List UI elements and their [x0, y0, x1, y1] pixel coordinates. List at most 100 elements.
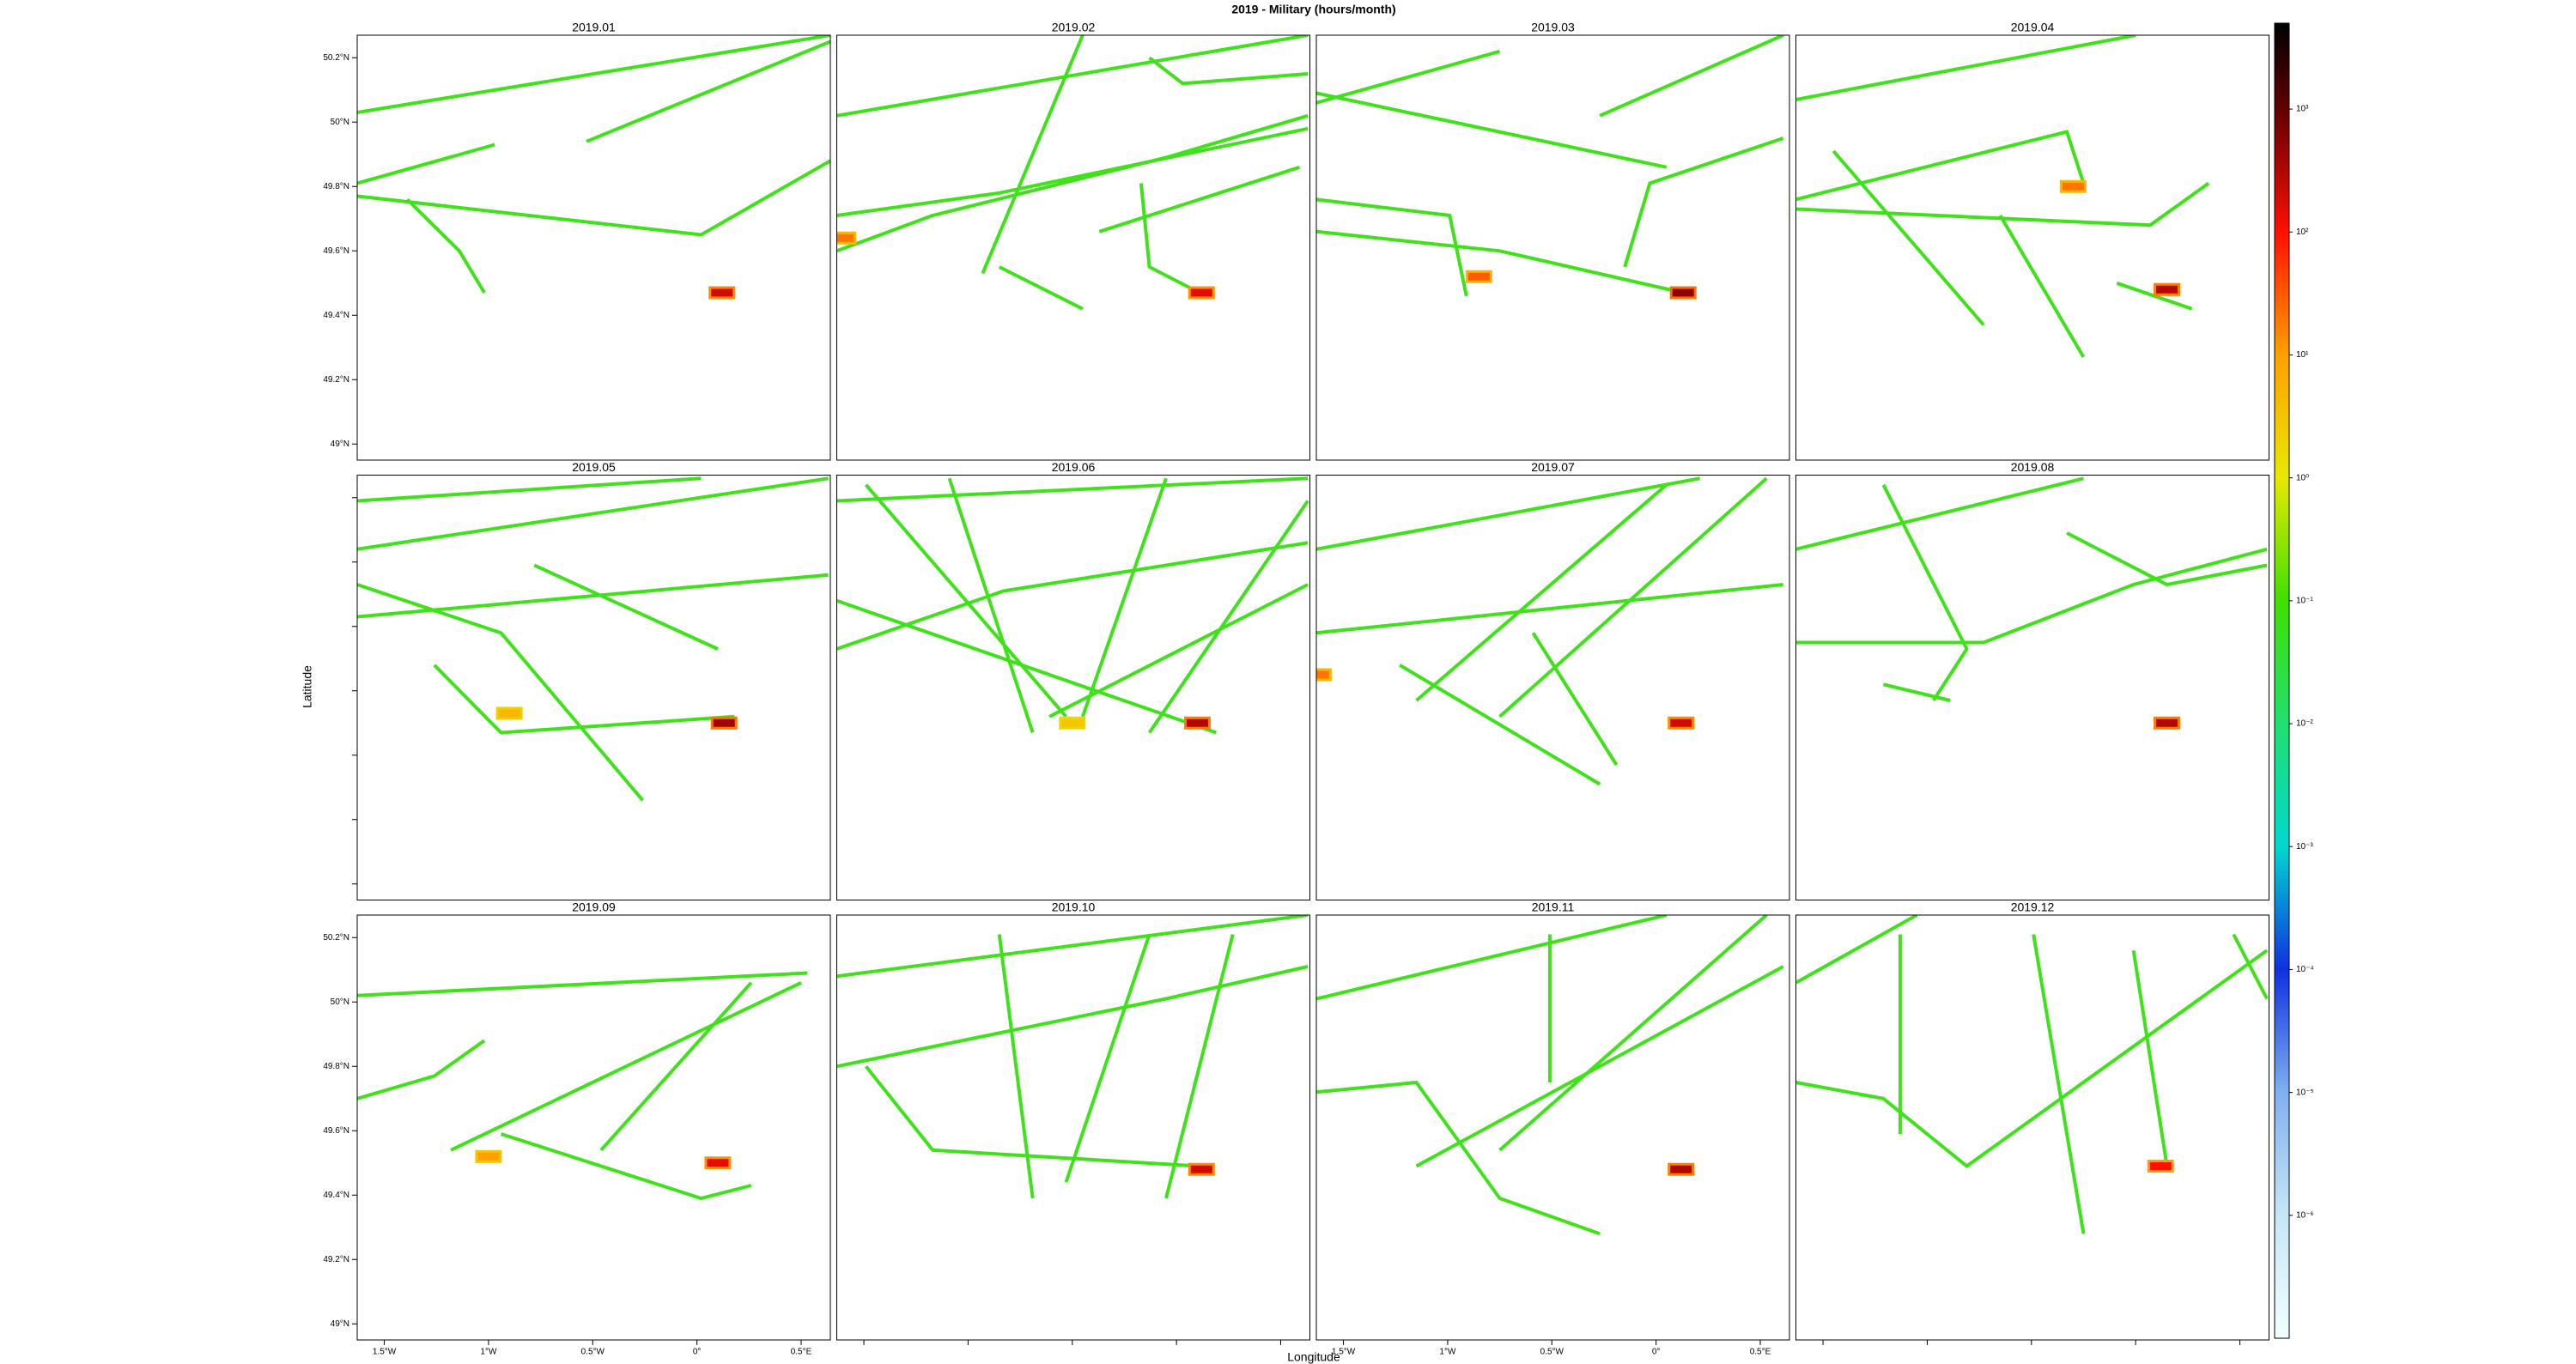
x-tick-label: 1°W [480, 1348, 497, 1357]
track [357, 1039, 486, 1100]
y-tick-label: 50°N [331, 118, 349, 127]
track [1795, 915, 1918, 985]
track [1498, 915, 1768, 1152]
x-tick-label: 0.5°W [1540, 1348, 1564, 1357]
track [1795, 35, 2136, 101]
track [836, 965, 1309, 1069]
chart-title: 2019 - Military (hours/month) [1231, 3, 1395, 16]
hotspot [2154, 282, 2181, 296]
track [599, 981, 753, 1152]
track [357, 971, 808, 997]
panel-title: 2019.07 [1531, 460, 1575, 474]
colorbar-tick-label: 10⁻⁵ [2296, 1088, 2314, 1097]
panel-title: 2019.03 [1531, 21, 1575, 34]
panel: 2019.09 49°N 49.2°N 49.4°N 49.6°N 49.8°N 50°N 5… [323, 900, 831, 1357]
track [1399, 664, 1601, 786]
hotspot [1669, 286, 1697, 300]
hotspot [708, 286, 736, 300]
panel-plot [836, 35, 1309, 311]
track [864, 1065, 1200, 1168]
colorbar-tick-label: 10⁰ [2296, 473, 2309, 482]
track [1623, 136, 1784, 268]
panel-title: 2019.11 [1532, 900, 1575, 914]
panel-plot [357, 971, 808, 1201]
colorbar-tick-label: 10² [2296, 227, 2309, 237]
hotspot [495, 706, 523, 720]
panel: 2019.06 [836, 460, 1310, 900]
y-tick-label: 50.2°N [323, 53, 349, 63]
track [1316, 91, 1668, 169]
x-axis-label: Longitude [1287, 1350, 1340, 1364]
track [433, 664, 735, 735]
panel: 2019.02 [836, 21, 1310, 461]
panel-plot [357, 35, 830, 300]
y-tick-label: 49°N [331, 440, 349, 449]
track [836, 476, 1309, 503]
track [1415, 965, 1784, 1168]
panel-title: 2019.12 [2011, 900, 2055, 914]
colorbar-tick-label: 10⁻⁴ [2296, 965, 2314, 974]
panel-title: 2019.08 [2011, 460, 2055, 474]
panel-frame [1315, 914, 1790, 1341]
hotspot [710, 716, 738, 730]
track [1795, 476, 2084, 551]
colorbar-tick-label: 10⁻⁶ [2296, 1210, 2314, 1220]
track [1316, 915, 1668, 1001]
panel-frame [1795, 914, 2269, 1341]
x-tick-label: 0° [693, 1348, 702, 1357]
track [1316, 197, 1468, 297]
y-tick-label: 49.4°N [323, 311, 349, 320]
track [1832, 149, 1985, 326]
panel-plot [836, 476, 1309, 735]
panel-frame [356, 475, 831, 900]
panel-frame [1315, 34, 1790, 461]
track [1599, 35, 1784, 118]
track [836, 541, 1309, 651]
panel: 2019.11 1.5°W 1°W 0.5°W 0° 0.5°E [1315, 900, 1790, 1357]
hotspot [1668, 716, 1695, 730]
track [357, 583, 645, 802]
panel: 2019.07 [1315, 460, 1790, 900]
panel-plot [1316, 35, 1784, 300]
y-tick-label: 49.6°N [323, 246, 349, 256]
track [836, 915, 1309, 979]
panel-plot [1795, 476, 2268, 730]
panel-frame [1315, 475, 1790, 900]
track [864, 483, 1068, 718]
track [1147, 500, 1309, 734]
track [1148, 56, 1309, 86]
track [500, 1132, 752, 1201]
panel-frame [836, 34, 1310, 461]
track [1531, 632, 1619, 767]
panel-plot [1795, 915, 2269, 1234]
hotspot [2147, 1160, 2174, 1173]
track [1164, 934, 1235, 1199]
x-tick-label: 1.5°W [1332, 1348, 1356, 1357]
hotspot [1668, 1162, 1695, 1176]
colorbar [2274, 22, 2290, 1339]
panel: 2019.01 49°N 49.2°N 49.4°N 49.6°N 49.8°N 50°N 5… [323, 21, 831, 461]
track [405, 197, 486, 294]
x-tick-label: 1°W [1439, 1348, 1456, 1357]
panel-frame [1795, 34, 2269, 461]
panel: 2019.05 [352, 460, 831, 900]
track [1795, 949, 2269, 1169]
track [357, 573, 829, 619]
panel-plot [836, 915, 1309, 1199]
track [1415, 483, 1668, 702]
y-axis-label: Latitude [301, 665, 314, 708]
panel-title: 2019.05 [572, 460, 616, 474]
track [1881, 483, 1969, 702]
track [1998, 214, 2086, 359]
x-tick-label: 0.5°E [791, 1348, 812, 1357]
x-tick-label: 1.5°W [373, 1348, 397, 1357]
colorbar-tick-label: 10⁻² [2296, 719, 2313, 729]
track [1316, 229, 1684, 294]
panel-plot [357, 476, 829, 802]
x-tick-label: 0.5°E [1750, 1348, 1771, 1357]
panel: 2019.04 [1795, 21, 2269, 461]
y-tick-label: 50°N [331, 997, 349, 1007]
panel-title: 2019.09 [572, 900, 616, 914]
y-tick-label: 50.2°N [323, 933, 349, 943]
